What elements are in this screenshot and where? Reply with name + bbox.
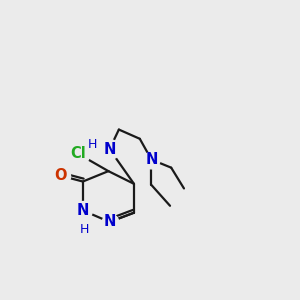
Text: N: N [103, 214, 116, 230]
Text: H: H [87, 138, 97, 151]
Text: N: N [103, 142, 116, 157]
Text: O: O [55, 168, 67, 183]
Text: N: N [77, 203, 89, 218]
Text: Cl: Cl [70, 146, 86, 161]
Text: N: N [145, 152, 158, 167]
Text: H: H [79, 223, 89, 236]
